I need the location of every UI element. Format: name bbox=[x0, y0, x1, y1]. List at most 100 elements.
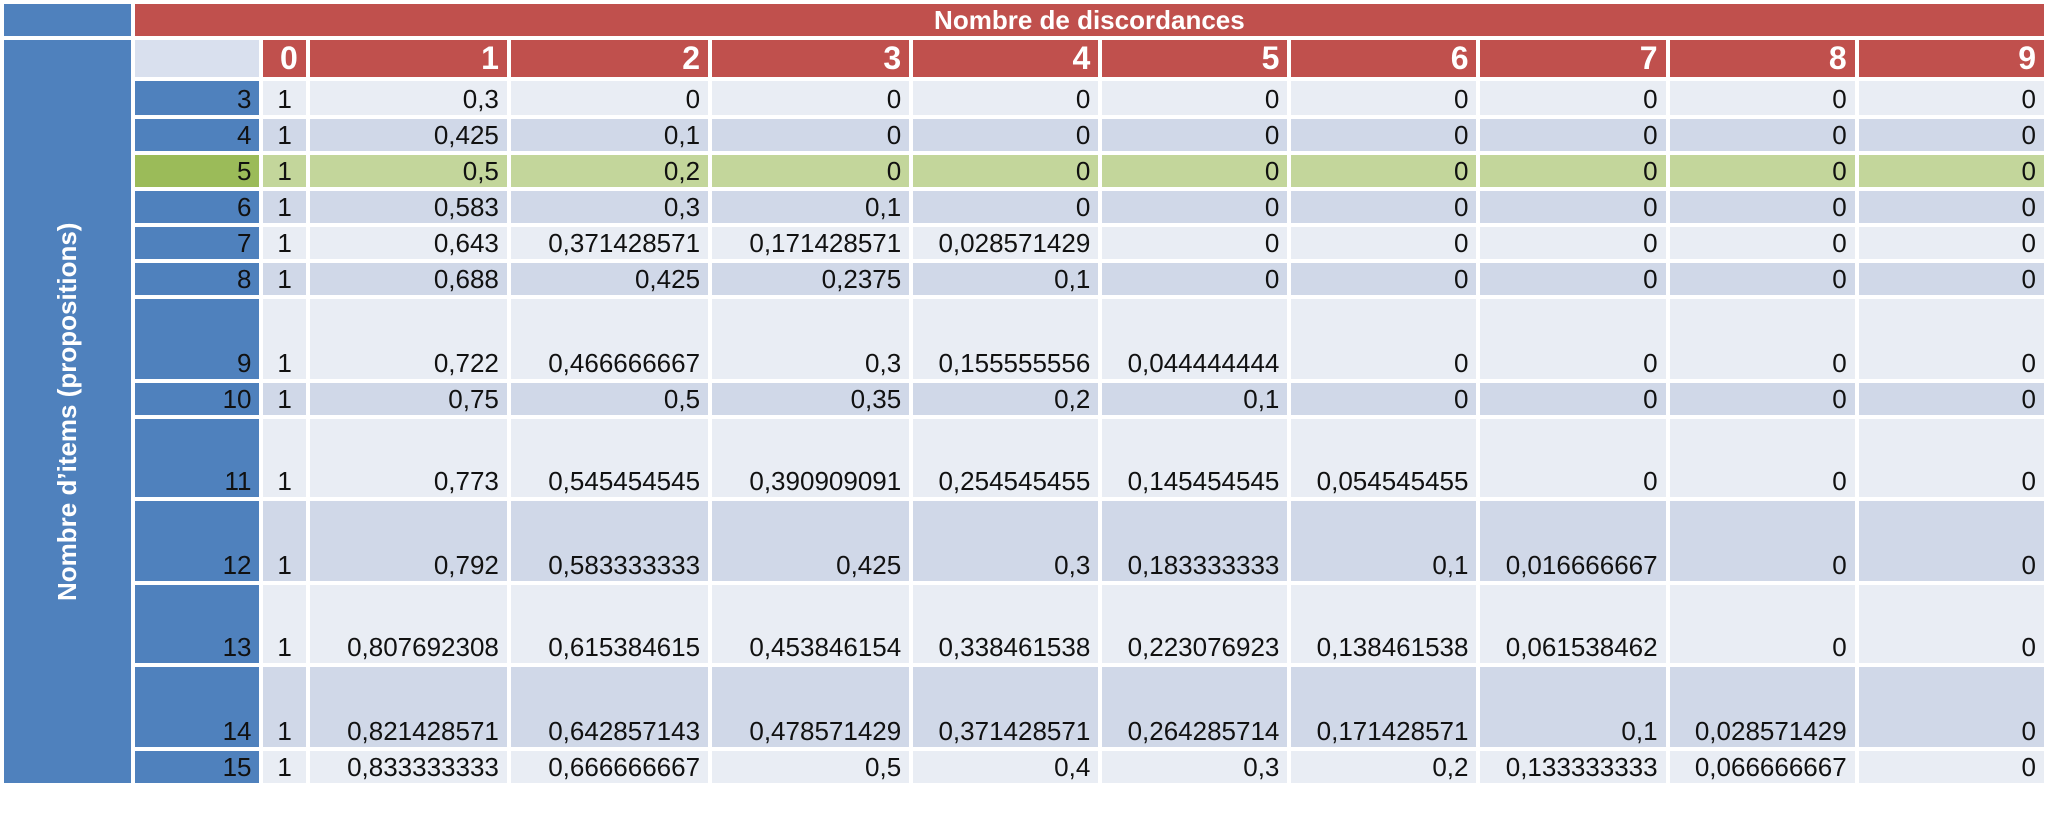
table-cell: 0 bbox=[1858, 81, 2044, 115]
table-cell: 0 bbox=[510, 81, 709, 115]
table-cell: 0,183333333 bbox=[1102, 501, 1288, 581]
table-cell: 1 bbox=[263, 585, 306, 663]
table-cell: 0 bbox=[712, 81, 910, 115]
table-cell: 0,145454545 bbox=[1102, 419, 1288, 497]
table-cell: 0 bbox=[1480, 419, 1666, 497]
table-cell: 0 bbox=[1858, 419, 2044, 497]
table-cell: 0 bbox=[913, 191, 1099, 223]
table-cell: 0,35 bbox=[712, 383, 910, 415]
table-cell: 0 bbox=[1669, 501, 1855, 581]
table-cell: 0,5 bbox=[309, 155, 507, 187]
table-cell: 0,4 bbox=[913, 751, 1099, 783]
table-cell: 0,1 bbox=[1102, 383, 1288, 415]
table-row: 5 1 0,5 0,2 0 0 0 0 0 0 0 bbox=[4, 155, 2044, 187]
table-cell: 1 bbox=[263, 227, 306, 259]
table-cell: 0,1 bbox=[510, 119, 709, 151]
table-cell: 0 bbox=[1291, 155, 1477, 187]
table-cell: 0 bbox=[1291, 119, 1477, 151]
table-cell: 1 bbox=[263, 155, 306, 187]
table-cell: 0 bbox=[1669, 191, 1855, 223]
table-cell: 0 bbox=[1291, 383, 1477, 415]
table-cell: 0,254545455 bbox=[913, 419, 1099, 497]
table-cell: 0 bbox=[1102, 263, 1288, 295]
table-row: 11 1 0,773 0,545454545 0,390909091 0,25454545… bbox=[4, 419, 2044, 497]
table-cell: 0 bbox=[1291, 191, 1477, 223]
table-cell: 0 bbox=[1858, 227, 2044, 259]
table-cell: 0,722 bbox=[309, 299, 507, 379]
row-header: 10 bbox=[134, 383, 260, 415]
column-header: 3 bbox=[712, 40, 910, 77]
table-cell: 1 bbox=[263, 263, 306, 295]
column-header: 4 bbox=[913, 40, 1099, 77]
table-cell: 1 bbox=[263, 383, 306, 415]
column-axis-title: Nombre de discordances bbox=[134, 4, 2044, 36]
table-cell: 0,264285714 bbox=[1102, 667, 1288, 747]
table-cell: 0,425 bbox=[712, 501, 910, 581]
table-cell: 0 bbox=[1669, 299, 1855, 379]
table-cell: 0,478571429 bbox=[712, 667, 910, 747]
table-cell: 0 bbox=[1669, 383, 1855, 415]
table-cell: 0,833333333 bbox=[309, 751, 507, 783]
table-cell: 0,807692308 bbox=[309, 585, 507, 663]
table-cell: 0,371428571 bbox=[913, 667, 1099, 747]
table-cell: 0,2 bbox=[510, 155, 709, 187]
table-cell: 0 bbox=[1858, 383, 2044, 415]
table-cell: 0 bbox=[1102, 119, 1288, 151]
row-header: 15 bbox=[134, 751, 260, 783]
table-cell: 0,792 bbox=[309, 501, 507, 581]
row-header: 4 bbox=[134, 119, 260, 151]
table-cell: 0,3 bbox=[1102, 751, 1288, 783]
table-cell: 0,1 bbox=[712, 191, 910, 223]
table-cell: 0 bbox=[1858, 299, 2044, 379]
table-cell: 0 bbox=[1102, 155, 1288, 187]
table-cell: 0 bbox=[1102, 81, 1288, 115]
table-cell: 1 bbox=[263, 419, 306, 497]
column-header: 8 bbox=[1669, 40, 1855, 77]
table-row: 13 1 0,807692308 0,615384615 0,453846154 0,33… bbox=[4, 585, 2044, 663]
table-cell: 0,583 bbox=[309, 191, 507, 223]
table-cell: 0,338461538 bbox=[913, 585, 1099, 663]
column-header: 0 bbox=[263, 40, 306, 77]
table-cell: 0 bbox=[1480, 227, 1666, 259]
row-header: 3 bbox=[134, 81, 260, 115]
row-header: 9 bbox=[134, 299, 260, 379]
table-cell: 0,1 bbox=[1480, 667, 1666, 747]
discordance-table: Nombre de discordances Nombre d’items (pr… bbox=[4, 4, 2044, 783]
table-cell: 1 bbox=[263, 191, 306, 223]
table-cell: 0,615384615 bbox=[510, 585, 709, 663]
table-cell: 0 bbox=[1480, 299, 1666, 379]
table-cell: 0 bbox=[913, 155, 1099, 187]
row-axis-title-cell: Nombre d’items (propositions) bbox=[4, 40, 131, 783]
table-cell: 0 bbox=[1291, 227, 1477, 259]
table-cell: 0,028571429 bbox=[913, 227, 1099, 259]
table-cell: 1 bbox=[263, 81, 306, 115]
table-cell: 0,425 bbox=[309, 119, 507, 151]
table-cell: 0,016666667 bbox=[1480, 501, 1666, 581]
table-cell: 0,2 bbox=[913, 383, 1099, 415]
table-row: 8 1 0,688 0,425 0,2375 0,1 0 0 0 0 0 bbox=[4, 263, 2044, 295]
table-cell: 0 bbox=[1669, 119, 1855, 151]
table-cell: 0,3 bbox=[510, 191, 709, 223]
table-cell: 0,466666667 bbox=[510, 299, 709, 379]
row-header: 6 bbox=[134, 191, 260, 223]
table-cell: 0 bbox=[1858, 667, 2044, 747]
table-cell: 0,028571429 bbox=[1669, 667, 1855, 747]
column-header: 2 bbox=[510, 40, 709, 77]
table-cell: 0,773 bbox=[309, 419, 507, 497]
table-cell: 0,453846154 bbox=[712, 585, 910, 663]
column-header: 9 bbox=[1858, 40, 2044, 77]
table-cell: 0,5 bbox=[510, 383, 709, 415]
table-cell: 0 bbox=[1669, 227, 1855, 259]
table-cell: 0 bbox=[1669, 263, 1855, 295]
table-cell: 0 bbox=[1291, 263, 1477, 295]
table-row: 6 1 0,583 0,3 0,1 0 0 0 0 0 0 bbox=[4, 191, 2044, 223]
table-cell: 0 bbox=[1480, 383, 1666, 415]
table-cell: 0,054545455 bbox=[1291, 419, 1477, 497]
row-header: 7 bbox=[134, 227, 260, 259]
table-cell: 0 bbox=[1858, 191, 2044, 223]
table-cell: 0 bbox=[1480, 191, 1666, 223]
table-cell: 0,2 bbox=[1291, 751, 1477, 783]
row-header: 12 bbox=[134, 501, 260, 581]
table-cell: 0,583333333 bbox=[510, 501, 709, 581]
table-row: 10 1 0,75 0,5 0,35 0,2 0,1 0 0 0 0 bbox=[4, 383, 2044, 415]
